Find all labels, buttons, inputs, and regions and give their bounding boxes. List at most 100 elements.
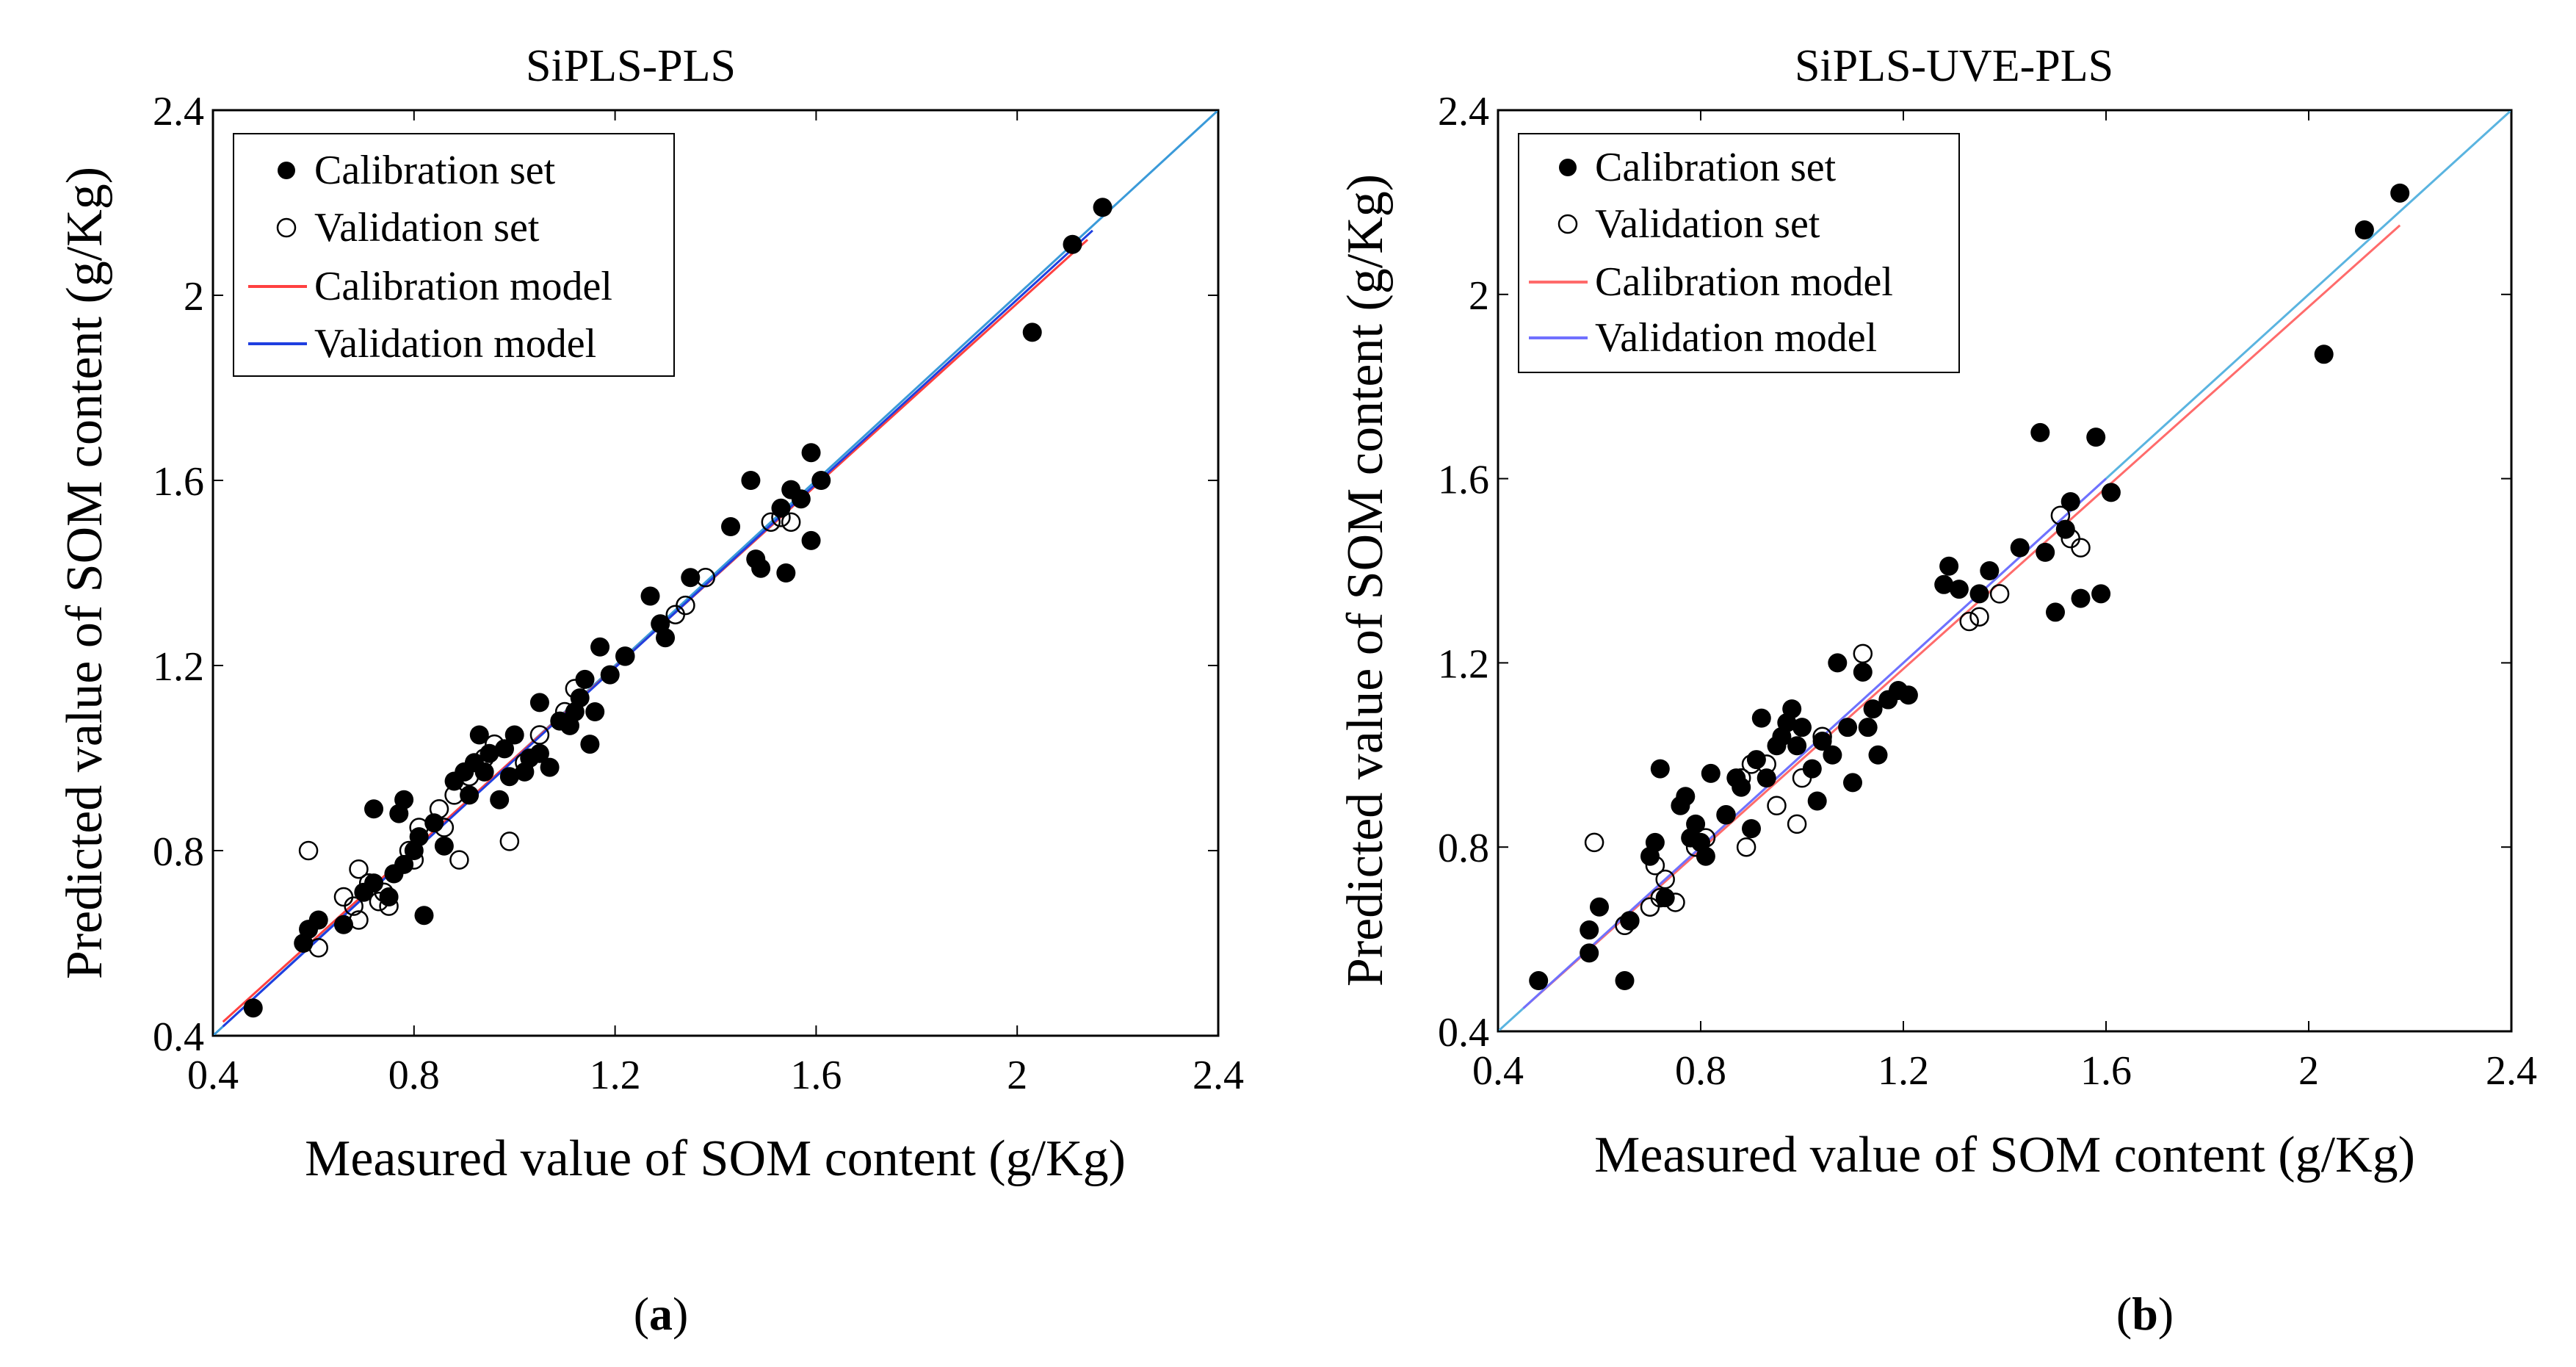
calibration-set-point (529, 693, 549, 713)
validation-set-point (1741, 754, 1762, 774)
validation-set-point (1584, 832, 1604, 853)
validation-set-point (1792, 768, 1812, 788)
validation-set-point (2071, 538, 2091, 558)
calibration-set-point (1645, 832, 1665, 852)
calibration-set-point (1746, 750, 1766, 770)
x-axis-label: Measured value of SOM content (g/Kg) (1594, 1127, 2415, 1183)
y-tick-label: 1.6 (153, 459, 204, 505)
validation-set-point (1853, 643, 1873, 664)
validation-set-point (404, 850, 424, 870)
calibration-set-point (585, 702, 605, 721)
validation-set-point (1989, 584, 2010, 604)
chart-panel-a: SiPLS-PLS 0.4 0.8 1.2 1.6 2 2.4 0.4 0.8 1.2 1.6 2 2… (57, 41, 1244, 1340)
calibration-set-point (1858, 718, 1878, 737)
x-tick-label: 0.4 (1472, 1048, 1524, 1094)
calibration-set-point (1580, 943, 1599, 963)
plot-frame (211, 109, 1220, 1037)
calibration-set-point (1939, 556, 1959, 576)
calibration-set-point (640, 586, 660, 606)
calibration-set-point (2086, 428, 2106, 447)
calibration-set-point (2036, 542, 2055, 562)
calibration-set-point (1838, 718, 1858, 737)
calibration-set-point (1615, 971, 1635, 991)
legend-marker-calibration-set (1559, 159, 1577, 176)
calibration-set-point (2061, 491, 2080, 511)
calibration-set-point (1898, 685, 1918, 705)
calibration-set-point (1093, 198, 1112, 217)
validation-set-point (761, 512, 781, 532)
calibration-set-point (474, 762, 494, 782)
validation-set-point (1969, 607, 1989, 627)
validation-set-point (409, 818, 429, 837)
legend-label-validation-set: Validation set (1595, 201, 1820, 247)
x-tick-label: 0.4 (187, 1053, 239, 1098)
validation-set-point (1640, 897, 1660, 917)
validation-set-point (349, 910, 369, 930)
panel-label-a: (a) (634, 1288, 689, 1340)
validation-set-point (565, 679, 585, 699)
legend-label-validation-model: Validation model (314, 321, 596, 367)
calibration-set-point (570, 688, 590, 708)
y-tick-label: 2.4 (1438, 89, 1489, 134)
validation-set-point (1620, 911, 1640, 931)
legend-label-validation-model: Validation model (1595, 315, 1877, 361)
calibration-set-point (741, 471, 761, 490)
validation-set-point (474, 748, 494, 768)
calibration-set-point (1980, 561, 2000, 580)
validation-set-point (1812, 726, 1832, 746)
y-tick-label: 1.2 (153, 644, 204, 690)
x-tick-label: 2 (1007, 1053, 1027, 1098)
calibration-set-point (1716, 805, 1736, 825)
calibration-set-point (1580, 920, 1599, 940)
calibration-set-point (434, 836, 454, 856)
legend: Calibration set Validation set Calibrati… (1518, 133, 1960, 373)
calibration-set-point (495, 739, 515, 759)
calibration-set-point (1843, 773, 1862, 793)
panel-label-b: (b) (2116, 1288, 2174, 1340)
calibration-set-point (1782, 699, 1802, 719)
calibration-set-point (1063, 234, 1082, 254)
validation-set-point (358, 873, 379, 893)
calibration-set-point (2046, 602, 2065, 622)
calibration-set-point (308, 910, 328, 930)
calibration-set-point (1756, 768, 1776, 788)
validation-set-point (615, 646, 635, 666)
panel-letter: b (2132, 1288, 2158, 1340)
x-tick-label: 0.8 (388, 1053, 440, 1098)
x-tick-label: 1.6 (790, 1053, 842, 1098)
validation-set-point (515, 753, 535, 773)
legend-marker-calibration-set (278, 162, 295, 179)
calibration-set-point (1949, 580, 1969, 599)
calibration-set-point (580, 735, 600, 754)
y-tick-label: 0.4 (1438, 1010, 1489, 1056)
validation-set-point (1787, 814, 1807, 834)
legend-label-validation-set: Validation set (314, 205, 540, 250)
calibration-set-point (2390, 183, 2410, 203)
y-tick-label: 2.4 (153, 89, 204, 134)
calibration-set-point (333, 915, 353, 934)
validation-set-point (459, 766, 480, 787)
calibration-set-point (600, 665, 620, 685)
validation-set-point (308, 938, 328, 958)
y-tick-label: 0.4 (153, 1014, 204, 1060)
validation-set-point (399, 840, 419, 861)
validation-set-point (499, 832, 520, 851)
validation-set-point (485, 734, 504, 754)
calibration-set-point (460, 785, 480, 805)
calibration-set-point (776, 563, 796, 582)
axis-ticks: 0.4 0.8 1.2 1.6 2 2.4 0.4 0.8 1.2 1.6 2 2.4 (153, 89, 1244, 1098)
calibration-set-point (721, 517, 741, 536)
legend-marker-validation-set (276, 217, 297, 238)
calibration-set-point (656, 628, 676, 648)
calibration-set-point (791, 489, 811, 509)
calibration-set-point (1655, 888, 1675, 908)
calibration-set-point (2010, 538, 2030, 558)
validation-set-point (1615, 915, 1635, 936)
validation-set-point (554, 701, 575, 722)
validation-set-point (1736, 837, 1756, 857)
calibration-set-point (1590, 897, 1609, 917)
calibration-set-point (1696, 846, 1715, 866)
validation-set-point (1650, 887, 1671, 908)
calibration-set-point (1529, 971, 1549, 991)
